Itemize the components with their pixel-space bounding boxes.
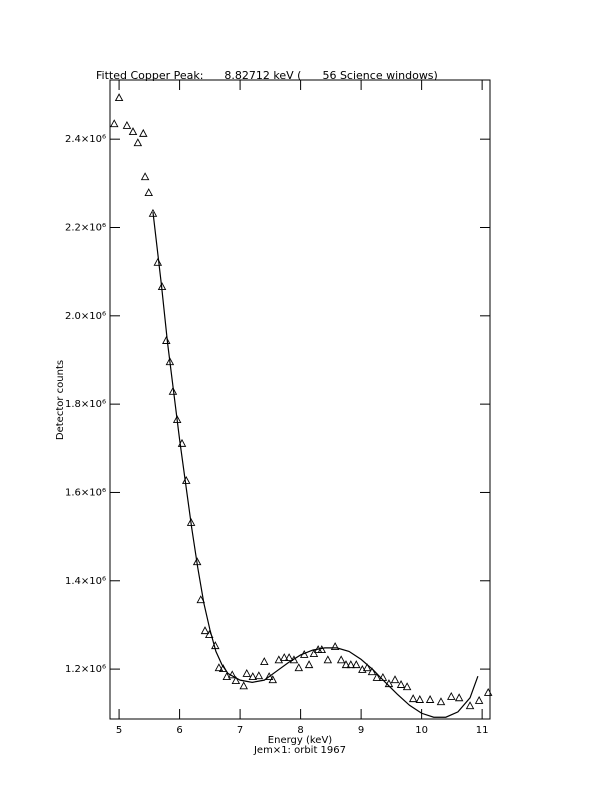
data-point (415, 695, 425, 703)
data-point (254, 671, 264, 680)
x-tick-label: 11 (476, 725, 489, 736)
subtitle: Jem×1: orbit 1967 (253, 745, 346, 756)
data-point (436, 697, 446, 706)
x-tick-label: 7 (237, 725, 243, 736)
data-point (114, 93, 124, 102)
y-tick-label: 1.2×10⁶ (65, 664, 106, 675)
y-tick-label: 2.2×10⁶ (65, 222, 106, 233)
fit-line (152, 211, 479, 718)
data-point (280, 653, 289, 662)
data-point (196, 595, 206, 604)
data-point (309, 649, 319, 658)
data-point (133, 138, 143, 147)
data-point (341, 660, 351, 669)
data-point (284, 653, 294, 662)
data-point (402, 682, 412, 691)
data-point (140, 172, 150, 181)
y-tick-label: 1.8×10⁶ (65, 399, 106, 410)
data-point (336, 655, 346, 664)
data-point (200, 626, 210, 635)
data-point (425, 695, 435, 703)
y-tick-label: 2.4×10⁶ (65, 134, 106, 145)
data-point (474, 695, 484, 704)
data-point (465, 701, 475, 710)
data-point (168, 386, 178, 395)
data-point (268, 675, 278, 684)
x-axis-label: Energy (keV) (268, 735, 333, 746)
data-point (454, 693, 464, 702)
x-tick-label: 10 (415, 725, 428, 736)
data-point (181, 476, 191, 484)
y-tick-label: 1.4×10⁶ (65, 576, 106, 587)
data-point (239, 681, 248, 690)
data-point (390, 675, 400, 684)
data-point (128, 127, 138, 136)
data-point (260, 657, 269, 665)
data-point (231, 676, 241, 684)
data-point (352, 660, 361, 669)
data-point (153, 257, 163, 266)
data-point (162, 336, 171, 344)
data-point (109, 119, 119, 128)
data-point (274, 655, 284, 664)
data-point (242, 669, 252, 677)
data-point (304, 660, 314, 669)
data-point (367, 667, 377, 676)
data-point (214, 663, 224, 672)
data-point (144, 188, 153, 196)
data-point (222, 672, 232, 680)
data-point (408, 694, 418, 703)
x-tick-label: 9 (358, 725, 364, 736)
data-point (330, 642, 340, 650)
data-point (447, 691, 456, 700)
data-point (483, 687, 493, 696)
y-tick-label: 2.0×10⁶ (65, 311, 106, 322)
data-point (396, 680, 406, 688)
data-point (122, 120, 132, 129)
x-tick-label: 8 (297, 725, 303, 736)
x-tick-label: 6 (176, 725, 182, 736)
data-point (248, 672, 258, 680)
data-point (294, 663, 304, 672)
data-point (323, 655, 333, 664)
data-point (346, 660, 356, 669)
data-point (372, 672, 382, 681)
data-point (139, 128, 148, 137)
y-axis-label: Detector counts (55, 360, 66, 440)
x-tick-label: 5 (116, 725, 122, 736)
data-point (362, 663, 372, 672)
plot-frame (109, 79, 491, 720)
data-point (264, 672, 274, 680)
y-tick-label: 1.6×10⁶ (65, 487, 106, 498)
chart-title: Fitted Copper Peak: 8.82712 keV ( 56 Sci… (96, 69, 438, 82)
